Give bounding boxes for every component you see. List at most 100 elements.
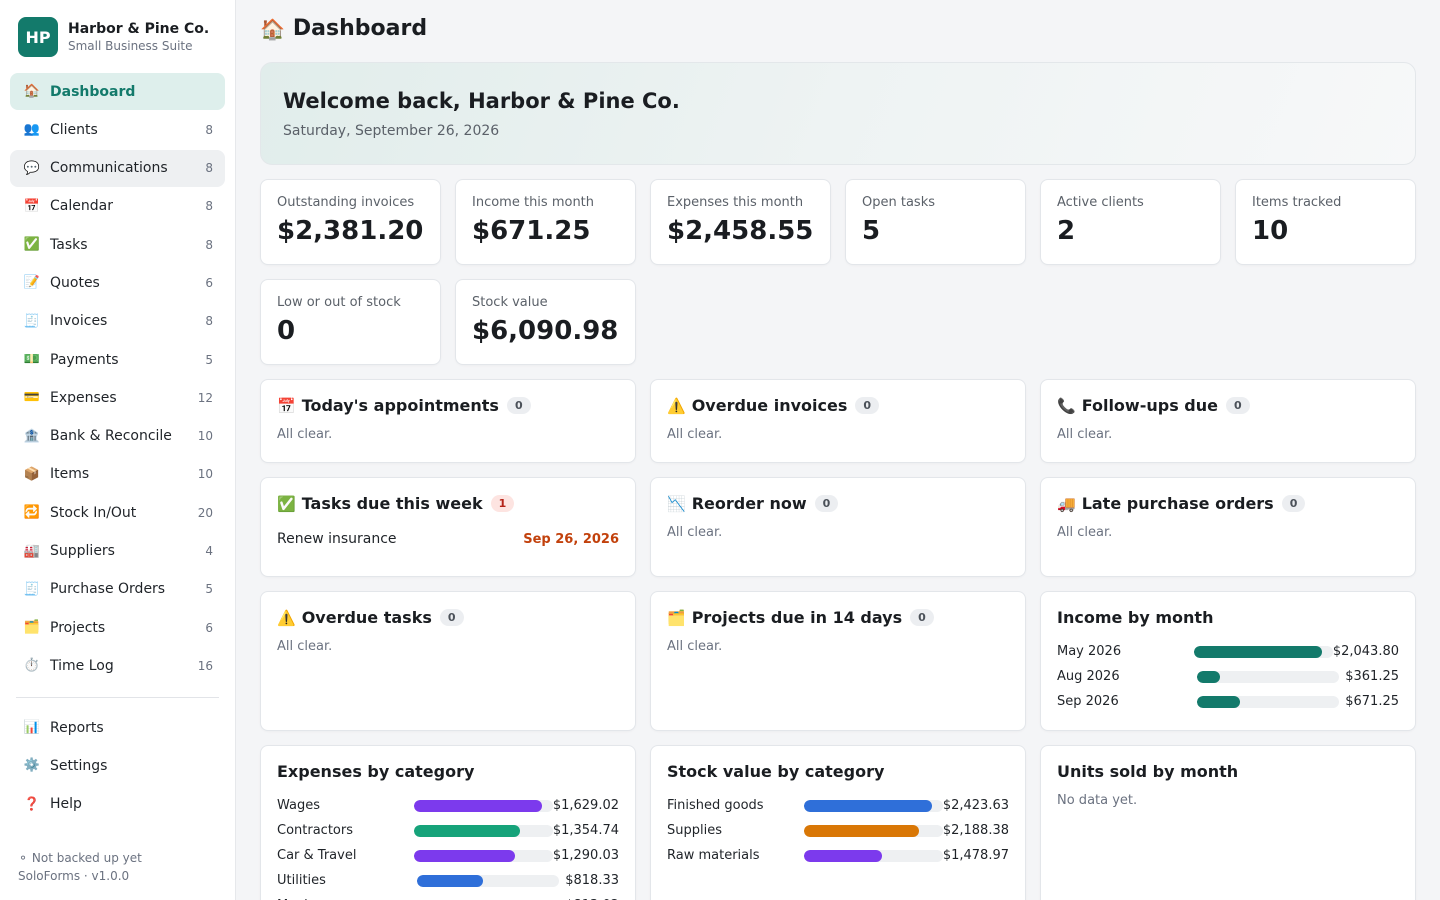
bar-value-label: $2,043.80	[1332, 644, 1399, 659]
sidebar-item-bank-reconcile[interactable]: 🏦 Bank & Reconcile 10	[10, 418, 225, 455]
sidebar-item-suppliers[interactable]: 🏭 Suppliers 4	[10, 533, 225, 570]
stat-income-month[interactable]: Income this month $671.25	[455, 179, 636, 265]
bar-track	[803, 799, 943, 812]
empty-state: No data yet.	[1057, 793, 1138, 808]
bar-track	[413, 849, 553, 862]
count-badge: 0	[814, 495, 839, 512]
package-icon: 📦	[23, 466, 41, 482]
bar-label: Meals	[277, 898, 417, 900]
sidebar-item-label: Settings	[50, 757, 108, 774]
count-badge: 0	[855, 397, 880, 414]
bar-value-label: $2,423.63	[942, 798, 1009, 813]
bar-row: Wages $1,629.02	[277, 793, 619, 818]
sidebar-item-label: Items	[50, 466, 90, 483]
sidebar-item-clients[interactable]: 👥 Clients 8	[10, 111, 225, 148]
sidebar-item-tasks[interactable]: ✅ Tasks 8	[10, 226, 225, 263]
sidebar-item-count: 10	[197, 467, 213, 482]
sidebar-item-count: 5	[205, 582, 213, 597]
sidebar-item-items[interactable]: 📦 Items 10	[10, 456, 225, 493]
bar-label: Supplies	[667, 823, 722, 838]
sidebar-item-count: 16	[197, 658, 213, 673]
bar-track	[413, 799, 553, 812]
clients-icon: 👥	[23, 122, 41, 138]
card-income-by-month: Income by month May 2026 $2,043.80 Aug 202…	[1040, 591, 1416, 731]
sidebar-item-label: Communications	[50, 160, 168, 177]
sidebar-item-time-log[interactable]: ⏱️ Time Log 16	[10, 647, 225, 684]
sidebar-item-payments[interactable]: 💵 Payments 5	[10, 341, 225, 378]
bar-track	[1193, 645, 1333, 658]
card-todays-appointments: 📅 Today's appointments 0 All clear.	[260, 379, 636, 463]
stat-stock-value[interactable]: Stock value $6,090.98	[455, 279, 636, 365]
bar-row: Sep 2026 $671.25	[1057, 689, 1399, 714]
card-projects-due: 🗂️ Projects due in 14 days 0 All clear.	[650, 591, 1026, 731]
gear-icon: ⚙️	[23, 758, 41, 774]
stat-low-stock[interactable]: Low or out of stock 0	[260, 279, 441, 365]
stat-value: 2	[1057, 216, 1076, 246]
stat-value: $6,090.98	[472, 316, 619, 346]
sidebar-item-calendar[interactable]: 📅 Calendar 8	[10, 188, 225, 225]
task-due-date: Sep 26, 2026	[523, 531, 619, 547]
sidebar-item-quotes[interactable]: 📝 Quotes 6	[10, 264, 225, 301]
bar	[1197, 670, 1221, 683]
sidebar-item-reports[interactable]: 📊 Reports	[10, 709, 225, 746]
stat-expenses-month[interactable]: Expenses this month $2,458.55	[650, 179, 831, 265]
factory-icon: 🏭	[23, 543, 41, 559]
stat-active-clients[interactable]: Active clients 2	[1040, 179, 1221, 265]
memo-icon: 📝	[23, 275, 41, 291]
calendar-icon: 📅	[23, 198, 41, 214]
card-title: Late purchase orders	[1081, 494, 1274, 513]
card-overdue-invoices: ⚠️ Overdue invoices 0 All clear.	[650, 379, 1026, 463]
income-bars: May 2026 $2,043.80 Aug 2026 $361.25 Sep 2026…	[1057, 639, 1399, 714]
sidebar-item-expenses[interactable]: 💳 Expenses 12	[10, 379, 225, 416]
empty-state: All clear.	[667, 639, 723, 654]
sidebar-item-count: 6	[205, 620, 213, 635]
empty-state: All clear.	[667, 525, 723, 540]
sidebar-item-purchase-orders[interactable]: 🧾 Purchase Orders 5	[10, 571, 225, 608]
empty-state: All clear.	[667, 427, 723, 442]
page-title-text: Dashboard	[292, 16, 428, 41]
sidebar-item-label: Expenses	[50, 389, 117, 406]
bar-label: Aug 2026	[1057, 669, 1120, 684]
app-version: SoloForms · v1.0.0	[18, 869, 130, 883]
sidebar-item-label: Payments	[50, 351, 119, 368]
sidebar-item-invoices[interactable]: 🧾 Invoices 8	[10, 303, 225, 340]
sidebar-item-communications[interactable]: 💬 Communications 8	[10, 149, 225, 187]
stat-outstanding-invoices[interactable]: Outstanding invoices $2,381.20	[260, 179, 441, 265]
card-title: Overdue tasks	[301, 608, 432, 627]
folder-icon: 🗂️	[23, 620, 41, 636]
sidebar-item-label: Calendar	[50, 198, 113, 215]
bar-row: May 2026 $2,043.80	[1057, 639, 1399, 664]
stat-label: Income this month	[472, 195, 595, 210]
sidebar-item-count: 8	[205, 161, 213, 176]
sidebar-item-settings[interactable]: ⚙️ Settings	[10, 747, 225, 784]
stat-items-tracked[interactable]: Items tracked 10	[1235, 179, 1416, 265]
sidebar-item-projects[interactable]: 🗂️ Projects 6	[10, 609, 225, 646]
stock-bars: Finished goods $2,423.63 Supplies $2,188.38…	[667, 793, 1009, 868]
card-stock-value-by-category: Stock value by category Finished goods $2…	[650, 745, 1026, 900]
task-name: Renew insurance	[277, 531, 397, 547]
sidebar-item-label: Bank & Reconcile	[50, 428, 172, 445]
bar	[417, 874, 483, 887]
check-icon: ✅	[277, 494, 296, 513]
stat-value: $671.25	[472, 216, 591, 246]
question-icon: ❓	[23, 796, 41, 812]
stat-open-tasks[interactable]: Open tasks 5	[845, 179, 1026, 265]
chart-title: Income by month	[1057, 608, 1214, 627]
bar	[803, 824, 920, 837]
stat-value: $2,458.55	[667, 216, 814, 246]
count-badge: 0	[910, 609, 934, 626]
sidebar-item-label: Suppliers	[50, 543, 115, 560]
task-row[interactable]: Renew insurance Sep 26, 2026	[277, 531, 619, 547]
bar-label: Utilities	[277, 873, 326, 888]
calendar-icon: 📅	[277, 396, 296, 415]
sidebar-item-dashboard[interactable]: 🏠 Dashboard	[10, 73, 225, 110]
chart-title: Expenses by category	[277, 762, 475, 781]
bar-label: Wages	[277, 798, 321, 813]
welcome-title: Welcome back, Harbor & Pine Co.	[283, 89, 680, 113]
sidebar-item-stock-in-out[interactable]: 🔁 Stock In/Out 20	[10, 494, 225, 531]
brand[interactable]: HP Harbor & Pine Co. Small Business Suit…	[18, 17, 209, 57]
sidebar-item-label: Clients	[50, 121, 98, 138]
sidebar-item-label: Help	[50, 796, 82, 813]
sidebar-item-help[interactable]: ❓ Help	[10, 786, 225, 823]
repeat-icon: 🔁	[23, 505, 41, 521]
